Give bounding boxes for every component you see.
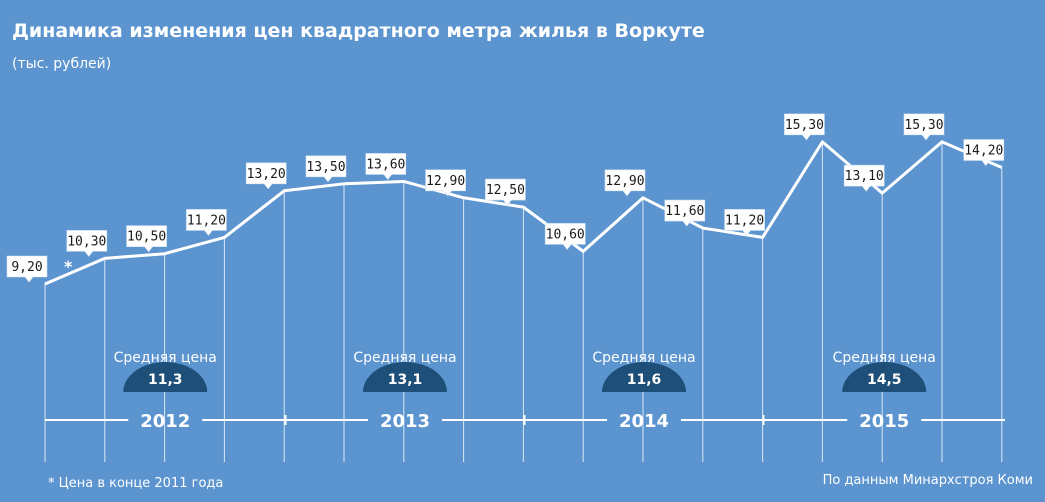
data-label: 13,20	[247, 167, 286, 182]
average-value: 14,5	[867, 372, 902, 388]
average-value: 13,1	[388, 372, 423, 388]
data-label-box	[664, 199, 706, 227]
average-caption: Средняя цена	[114, 350, 217, 366]
data-label: 9,20	[11, 260, 42, 275]
year-label: 2015	[859, 411, 909, 432]
year-label: 2013	[380, 411, 430, 432]
average-caption: Средняя цена	[592, 350, 695, 366]
data-label-box	[724, 209, 765, 236]
average-dome	[123, 362, 208, 392]
data-label-box	[485, 178, 526, 206]
average-value: 11,6	[627, 372, 662, 388]
data-label: 11,20	[725, 213, 764, 228]
data-label-box	[66, 230, 108, 257]
data-label: 14,20	[964, 144, 1003, 159]
average-dome	[363, 362, 447, 392]
data-label-box	[604, 169, 646, 197]
data-label-box	[784, 113, 825, 141]
average-value: 11,3	[148, 372, 183, 388]
data-label-box	[6, 255, 48, 283]
data-label: 10,50	[127, 230, 166, 245]
data-label-box	[305, 155, 347, 183]
footnote: * Цена в конце 2011 года	[48, 476, 223, 491]
chart-subtitle: (тыс. рублей)	[12, 56, 111, 72]
chart-title: Динамика изменения цен квадратного метра…	[12, 20, 705, 42]
year-label: 2014	[619, 411, 669, 432]
data-label-box	[843, 164, 885, 192]
data-label-box	[903, 113, 945, 141]
average-dome	[602, 362, 686, 392]
data-label-box	[963, 139, 1005, 166]
data-label-box	[425, 169, 466, 197]
year-label: 2012	[140, 411, 190, 432]
data-label: 13,10	[845, 169, 884, 184]
average-caption: Средняя цена	[833, 350, 936, 366]
data-label: 12,90	[605, 174, 644, 189]
data-label: 12,90	[426, 174, 465, 189]
source-note: По данным Минархстроя Коми	[823, 473, 1033, 488]
data-label-box	[186, 209, 227, 236]
data-label: 12,50	[486, 183, 525, 198]
first-point-asterisk: *	[64, 257, 73, 276]
data-label: 15,30	[904, 118, 943, 133]
data-label: 11,60	[665, 204, 704, 219]
data-label: 10,60	[546, 227, 585, 242]
year-averages: Средняя цена 11,3 Средняя цена 13,1 Средняя …	[114, 350, 936, 392]
data-label: 13,60	[366, 157, 405, 172]
average-dome	[842, 362, 927, 392]
data-label-box	[365, 153, 407, 180]
data-label: 11,20	[187, 213, 226, 228]
data-labels: 9,20 10,30 10,50 11,20 13,20 13,50 13,60 12,90 1…	[6, 113, 1005, 283]
data-label: 10,30	[67, 234, 106, 249]
data-label: 15,30	[785, 118, 824, 133]
data-label-box	[245, 162, 287, 190]
price-series-line	[44, 140, 1003, 286]
data-label-box	[544, 223, 586, 250]
data-label-box	[126, 225, 167, 253]
year-timeline: 2012 2013 2014 2015	[45, 411, 1005, 432]
average-caption: Средняя цена	[353, 350, 456, 366]
data-label: 13,50	[306, 160, 345, 175]
